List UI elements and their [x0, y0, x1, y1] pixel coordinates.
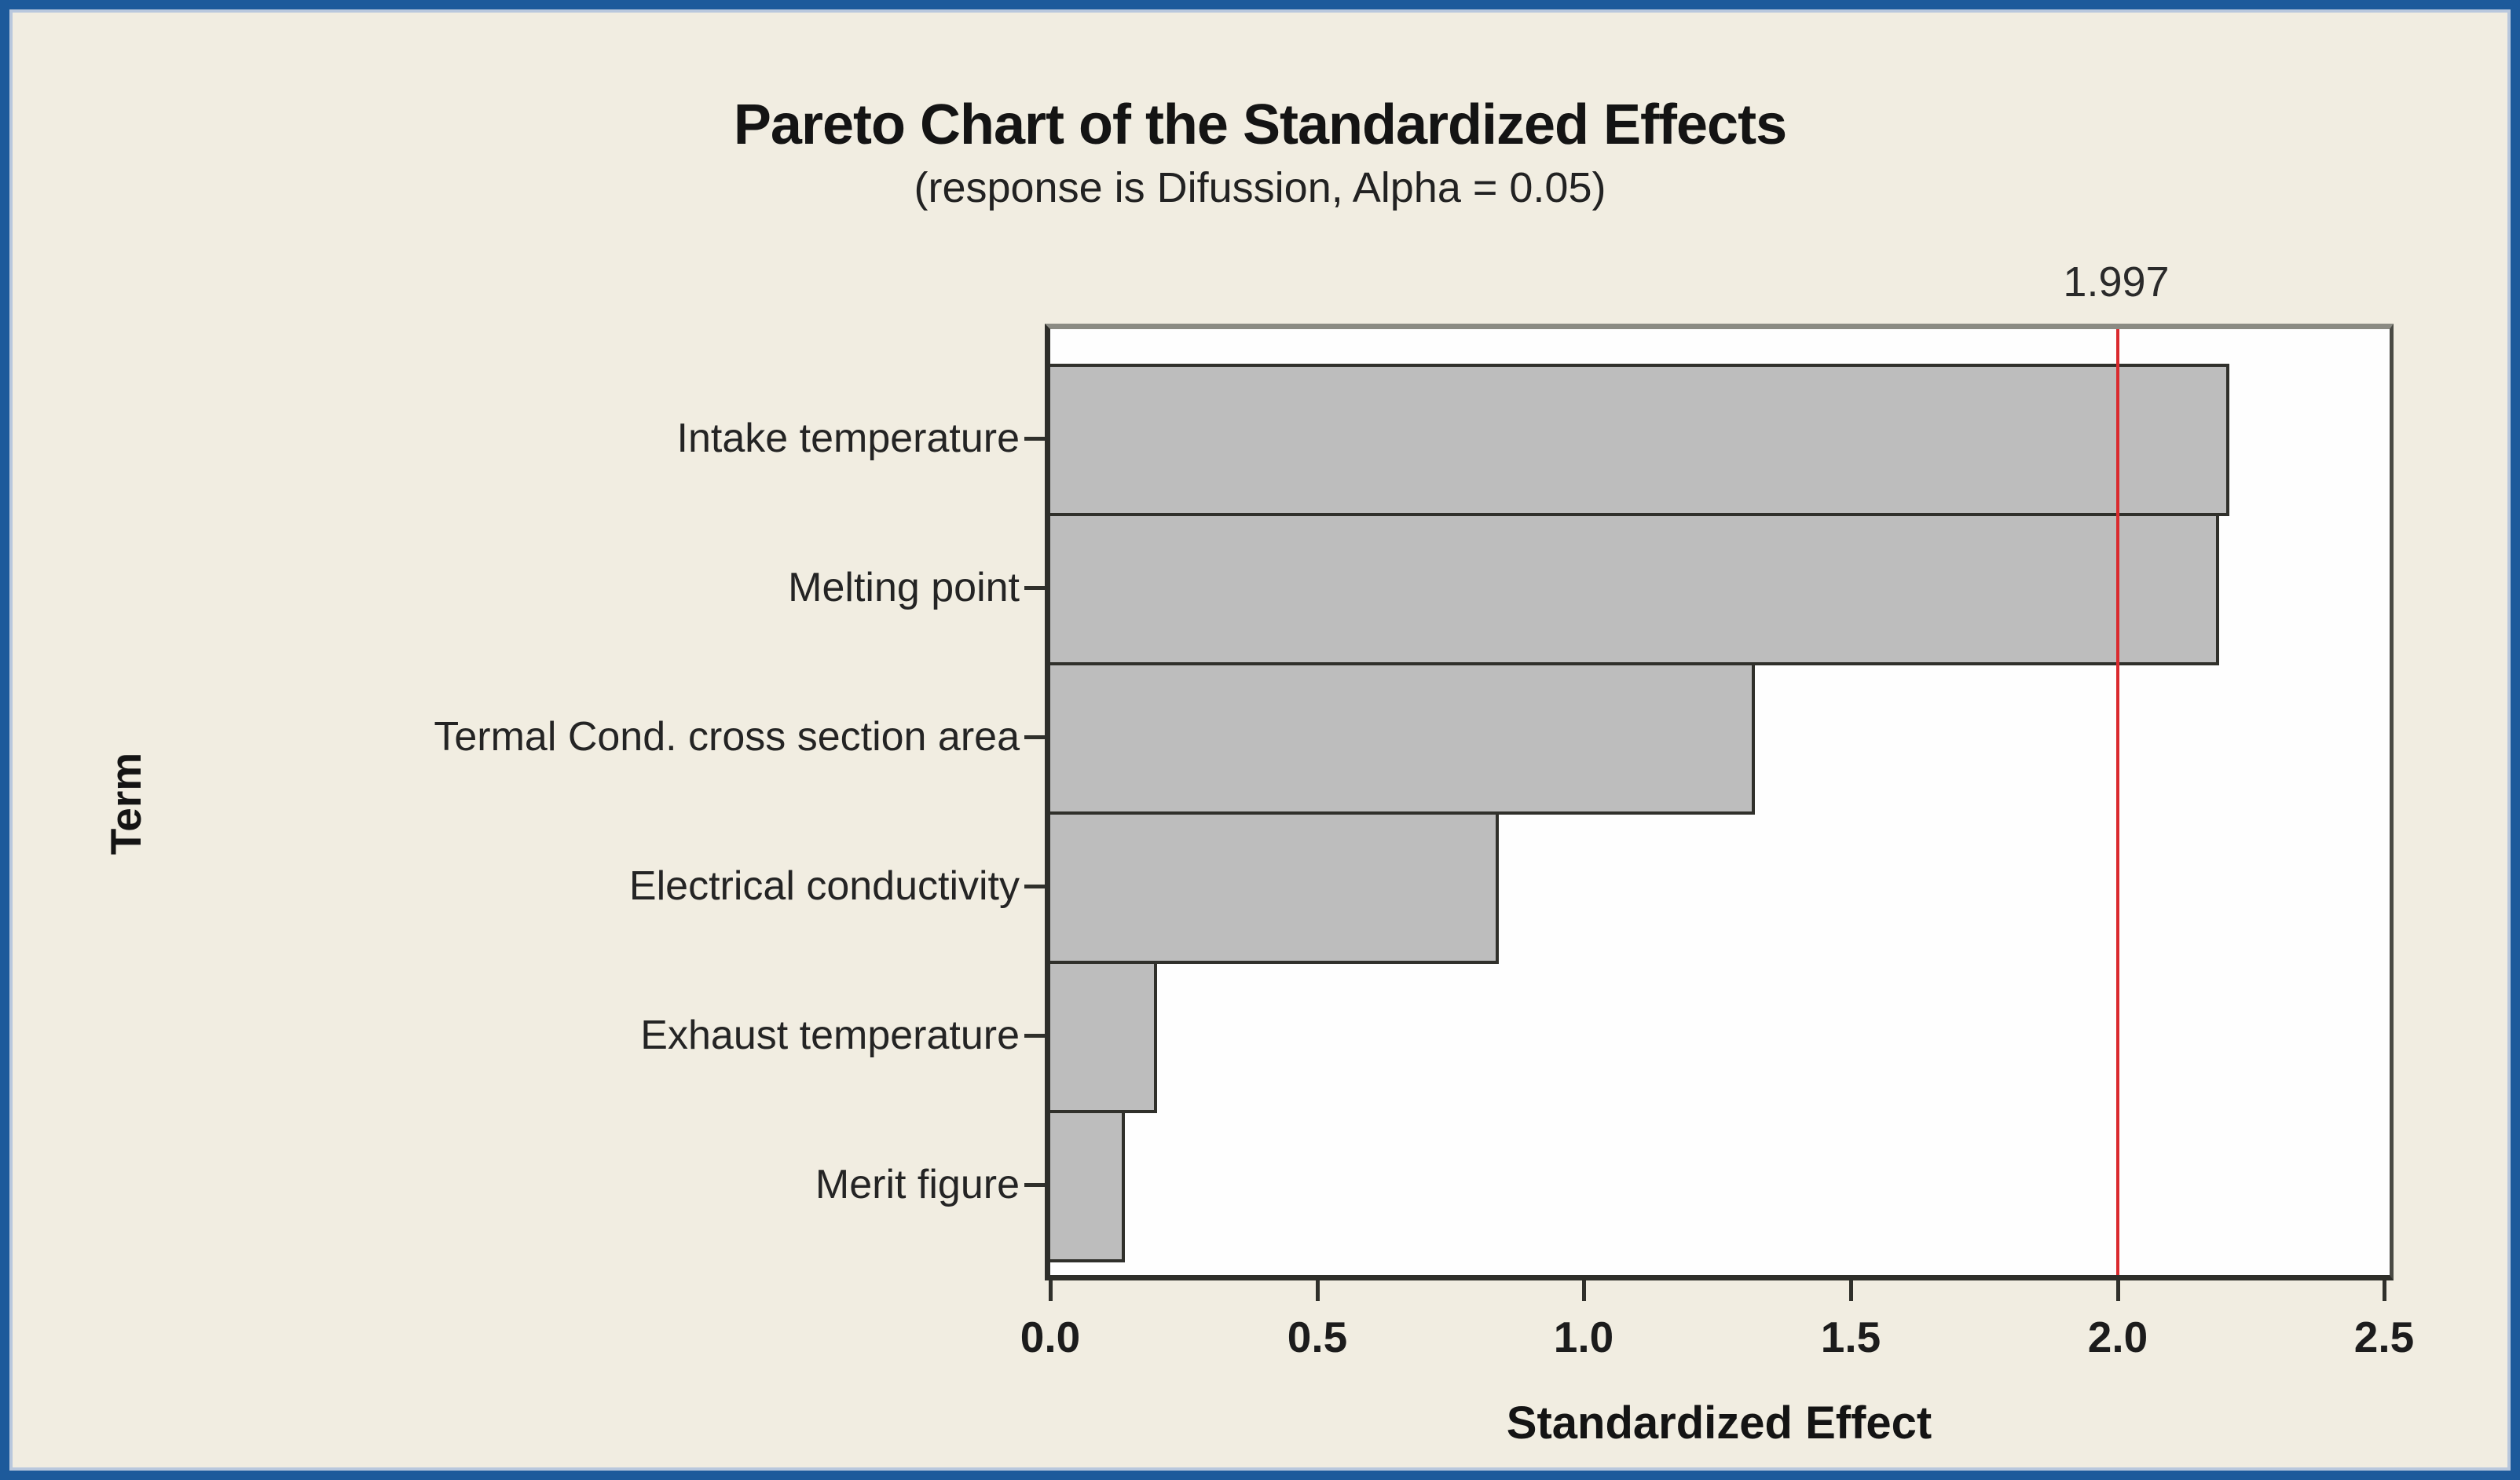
reference-line-label: 1.997: [2063, 258, 2170, 306]
y-tick-melting-point: [1024, 586, 1045, 590]
y-tick-termal-cond-cross-section-area: [1024, 735, 1045, 739]
bar-termal-cond-cross-section-area: [1050, 662, 1755, 815]
x-tick-label-0.0: 0.0: [1020, 1313, 1081, 1361]
chart-subtitle: (response is Difussion, Alpha = 0.05): [914, 164, 1606, 211]
plot-area: [1045, 324, 2394, 1280]
category-label-electrical-conductivity: Electrical conductivity: [628, 863, 1020, 909]
bar-melting-point: [1050, 513, 2219, 665]
y-tick-exhaust-temperature: [1024, 1034, 1045, 1038]
y-tick-electrical-conductivity: [1024, 885, 1045, 888]
x-tick-label-0.5: 0.5: [1287, 1313, 1348, 1361]
category-label-melting-point: Melting point: [788, 565, 1020, 610]
category-label-termal-cond-cross-section-area: Termal Cond. cross section area: [434, 714, 1020, 760]
y-tick-intake-temperature: [1024, 437, 1045, 441]
x-tick-label-1.0: 1.0: [1553, 1313, 1614, 1361]
category-label-exhaust-temperature: Exhaust temperature: [640, 1013, 1020, 1058]
category-label-merit-figure: Merit figure: [815, 1162, 1020, 1207]
x-tick-label-1.5: 1.5: [1820, 1313, 1881, 1361]
bar-intake-temperature: [1050, 364, 2229, 516]
x-tick-label-2.0: 2.0: [2087, 1313, 2148, 1361]
x-axis-title: Standardized Effect: [1506, 1398, 1932, 1449]
x-tick-1.5: [1849, 1280, 1853, 1301]
x-tick-2.0: [2116, 1280, 2120, 1301]
y-axis-title: Term: [101, 752, 150, 855]
bar-merit-figure: [1050, 1110, 1125, 1262]
reference-line: [2116, 329, 2119, 1275]
x-tick-0.5: [1316, 1280, 1320, 1301]
bar-electrical-conductivity: [1050, 811, 1499, 964]
x-tick-2.5: [2383, 1280, 2386, 1301]
x-tick-label-2.5: 2.5: [2353, 1313, 2415, 1361]
y-tick-merit-figure: [1024, 1183, 1045, 1187]
chart-title: Pareto Chart of the Standardized Effects: [733, 93, 1787, 156]
x-tick-0.0: [1049, 1280, 1053, 1301]
category-label-intake-temperature: Intake temperature: [676, 416, 1020, 461]
x-tick-1.0: [1582, 1280, 1586, 1301]
bar-exhaust-temperature: [1050, 961, 1157, 1113]
